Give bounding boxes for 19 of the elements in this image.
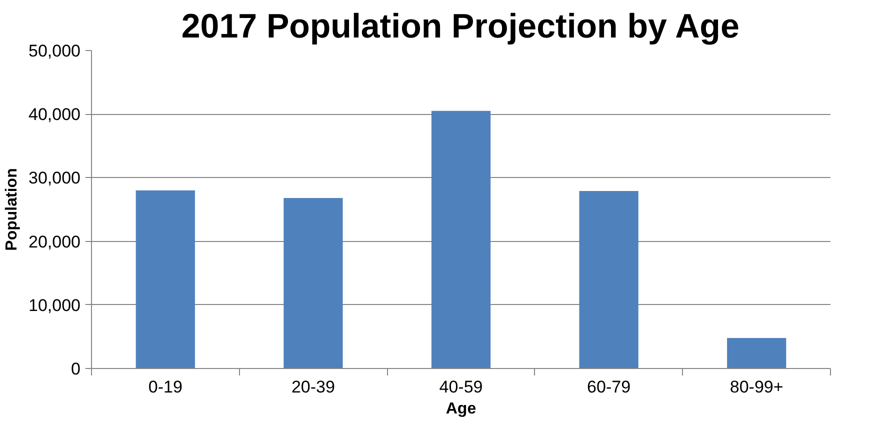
bar — [727, 338, 786, 368]
chart-title: 2017 Population Projection by Age — [181, 8, 740, 46]
bar — [579, 191, 638, 368]
bar — [431, 110, 491, 368]
x-tick-label: 80-99+ — [730, 378, 784, 396]
y-tick-label: 50,000 — [28, 42, 81, 60]
y-tick-label: 0 — [71, 360, 81, 378]
y-tick-label: 40,000 — [28, 105, 81, 124]
y-axis-title: Population — [4, 168, 21, 251]
bar — [284, 198, 343, 368]
bar — [136, 190, 195, 368]
y-tick-label: 10,000 — [28, 296, 81, 315]
y-tick-label: 30,000 — [28, 168, 81, 188]
x-axis-title: Age — [446, 400, 476, 418]
x-tick-label: 0-19 — [148, 378, 182, 396]
x-tick-label: 60-79 — [587, 378, 631, 396]
y-tick-label: 20,000 — [28, 232, 81, 252]
x-tick-label: 40-59 — [439, 378, 483, 396]
x-tick-label: 20-39 — [291, 378, 335, 396]
